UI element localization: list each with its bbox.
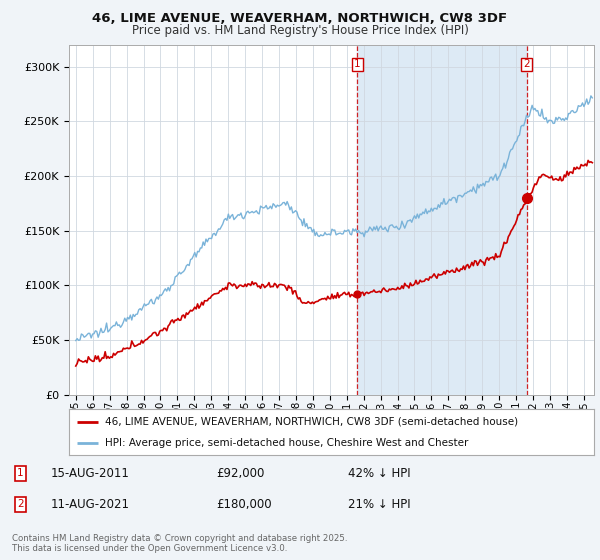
Text: 15-AUG-2011: 15-AUG-2011	[51, 467, 130, 480]
Bar	[358, 45, 527, 395]
Text: 2: 2	[523, 59, 530, 69]
Text: HPI: Average price, semi-detached house, Cheshire West and Chester: HPI: Average price, semi-detached house,…	[105, 438, 468, 448]
Text: 46, LIME AVENUE, WEAVERHAM, NORTHWICH, CW8 3DF: 46, LIME AVENUE, WEAVERHAM, NORTHWICH, C…	[92, 12, 508, 25]
Text: 1: 1	[354, 59, 361, 69]
Text: Price paid vs. HM Land Registry's House Price Index (HPI): Price paid vs. HM Land Registry's House …	[131, 24, 469, 36]
Text: 2: 2	[17, 500, 23, 509]
Text: 21% ↓ HPI: 21% ↓ HPI	[348, 498, 410, 511]
Text: 42% ↓ HPI: 42% ↓ HPI	[348, 467, 410, 480]
Text: Contains HM Land Registry data © Crown copyright and database right 2025.
This d: Contains HM Land Registry data © Crown c…	[12, 534, 347, 553]
Text: £92,000: £92,000	[216, 467, 265, 480]
Text: £180,000: £180,000	[216, 498, 272, 511]
Text: 1: 1	[17, 468, 23, 478]
Text: 11-AUG-2021: 11-AUG-2021	[51, 498, 130, 511]
Text: 46, LIME AVENUE, WEAVERHAM, NORTHWICH, CW8 3DF (semi-detached house): 46, LIME AVENUE, WEAVERHAM, NORTHWICH, C…	[105, 417, 518, 427]
